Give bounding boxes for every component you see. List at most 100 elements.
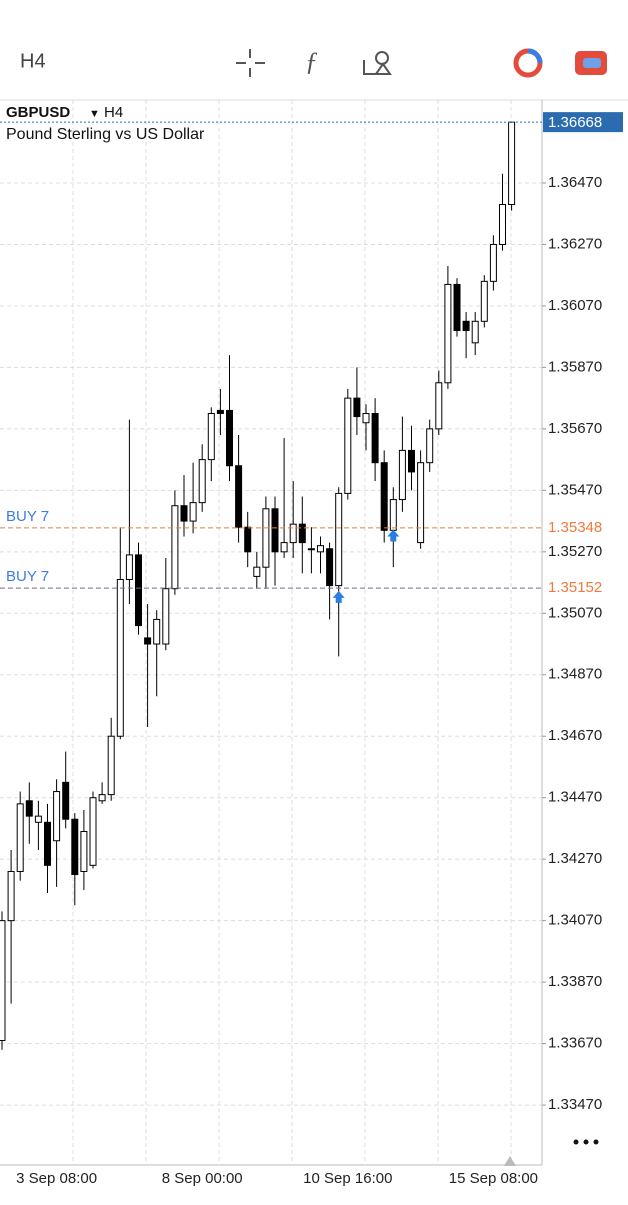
y-tick-label: 1.33870 [548, 973, 602, 990]
more-button[interactable] [573, 1139, 599, 1145]
candle-body [235, 465, 243, 528]
candle-body [44, 821, 51, 866]
x-tick-label: 10 Sep 16:00 [303, 1170, 392, 1187]
price-line-value: 1.35152 [548, 579, 602, 596]
candle-body [417, 462, 425, 544]
y-tick-label: 1.36270 [548, 235, 602, 252]
trade-icon[interactable] [513, 48, 543, 78]
candle-body [471, 320, 479, 344]
candle-body [508, 121, 516, 206]
candle-body [280, 542, 288, 553]
y-tick-label: 1.35470 [548, 481, 602, 498]
candle-body [344, 397, 352, 494]
y-tick-label: 1.36470 [548, 174, 602, 191]
price-line-label: BUY 7 [6, 568, 49, 585]
current-price-value: 1.36668 [548, 114, 602, 131]
candle-body [25, 800, 33, 817]
candle-body [89, 797, 97, 866]
candle-body [107, 735, 115, 796]
y-tick-label: 1.35870 [548, 358, 602, 375]
candle-body [389, 499, 397, 531]
candle-body [226, 409, 233, 467]
indicators-icon[interactable]: ƒ [305, 47, 318, 76]
symbol: GBPUSD [6, 104, 70, 121]
scroll-marker [504, 1156, 516, 1166]
candle-body [426, 428, 434, 464]
objects-icon[interactable] [363, 51, 392, 75]
candle-body [62, 781, 70, 820]
candle-body [271, 508, 279, 553]
y-tick-label: 1.34270 [548, 850, 602, 867]
y-tick-label: 1.34070 [548, 912, 602, 929]
candle-body [0, 920, 6, 1042]
candle-body [244, 526, 252, 553]
candle-body [53, 791, 61, 842]
candle-body [362, 413, 370, 424]
candle-body [125, 554, 133, 580]
chart-timeframe: H4 [104, 104, 123, 121]
candle-body [462, 320, 470, 332]
y-tick-label: 1.35670 [548, 420, 602, 437]
y-tick-label: 1.33670 [548, 1035, 602, 1052]
trade-arrow [332, 590, 345, 603]
candle-body [34, 815, 42, 823]
candle-body [216, 409, 224, 415]
candle-body [489, 243, 497, 282]
trade-arrow [387, 529, 400, 542]
candle-body [326, 548, 334, 587]
candle-body [144, 637, 152, 645]
price-line-value: 1.35348 [548, 519, 602, 536]
candle-body [398, 449, 406, 501]
candle-body [289, 523, 297, 544]
y-tick-label: 1.34670 [548, 727, 602, 744]
candle-body [435, 382, 443, 430]
candle-body [408, 449, 415, 473]
candle-body [116, 578, 124, 737]
crosshair-icon[interactable] [236, 49, 265, 77]
symbol-dropdown[interactable]: ▼ [89, 108, 100, 120]
candle-body [207, 413, 215, 461]
candle-body [153, 618, 161, 645]
candle-body [135, 554, 142, 627]
candle-body [180, 505, 188, 522]
candle-body [262, 508, 270, 568]
y-tick-label: 1.36070 [548, 297, 602, 314]
y-tick-label: 1.34470 [548, 789, 602, 806]
x-tick-label: 8 Sep 00:00 [162, 1170, 243, 1187]
candle-body [80, 831, 88, 872]
account-icon[interactable] [575, 51, 607, 75]
y-tick-label: 1.33470 [548, 1096, 602, 1113]
price-line-label: BUY 7 [6, 508, 49, 525]
candle-body [353, 397, 361, 418]
y-tick-label: 1.34870 [548, 666, 602, 683]
chart: 1.36470 1.36270 1.36070 1.35870 1.35670 1.354… [0, 100, 623, 1187]
timeframe-button[interactable]: H4 [20, 50, 46, 72]
current-price-badge [543, 112, 623, 133]
candle-body [16, 803, 24, 872]
candle-body [198, 459, 206, 504]
toolbar: H4 ƒ [20, 47, 607, 78]
candle-body [98, 794, 106, 802]
candle-body [307, 548, 315, 551]
candle-body [444, 283, 452, 384]
candle-body [380, 462, 388, 531]
candle-body [71, 818, 79, 876]
candle-body [7, 870, 15, 922]
candle-body [253, 566, 261, 577]
candle-body [371, 413, 379, 464]
candle-body [499, 204, 506, 245]
x-tick-label: 15 Sep 08:00 [449, 1170, 538, 1187]
candle-body [171, 505, 179, 590]
candle-body [298, 523, 306, 544]
candle-body [189, 502, 197, 522]
x-tick-label: 3 Sep 08:00 [16, 1170, 97, 1187]
symbol-description: Pound Sterling vs US Dollar [6, 126, 205, 143]
y-tick-label: 1.35270 [548, 543, 602, 560]
candle-body [162, 588, 170, 645]
candle-body [317, 545, 324, 553]
y-tick-label: 1.35070 [548, 604, 602, 621]
candle-body [480, 280, 488, 322]
candle-body [453, 283, 461, 332]
